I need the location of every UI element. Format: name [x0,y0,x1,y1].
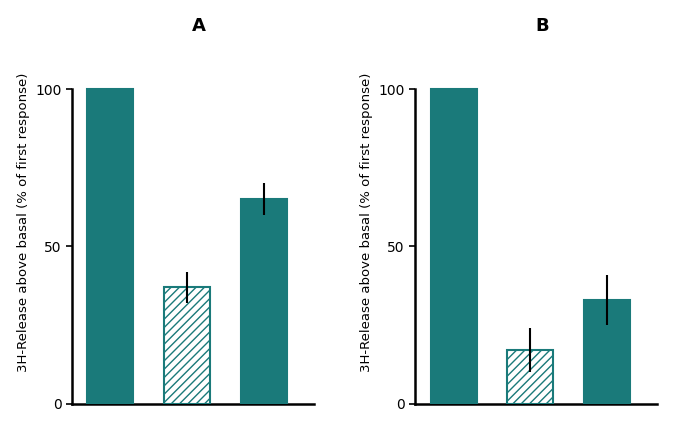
Title: A: A [192,17,206,35]
Y-axis label: 3H-Release above basal (% of first response): 3H-Release above basal (% of first respo… [16,73,29,372]
Bar [431,89,477,404]
Bar [240,199,287,404]
Bar [88,89,134,404]
Bar [164,287,210,404]
Bar [584,300,630,404]
Title: B: B [535,17,549,35]
Bar [508,350,553,404]
Y-axis label: 3H-Release above basal (% of first response): 3H-Release above basal (% of first respo… [360,73,373,372]
